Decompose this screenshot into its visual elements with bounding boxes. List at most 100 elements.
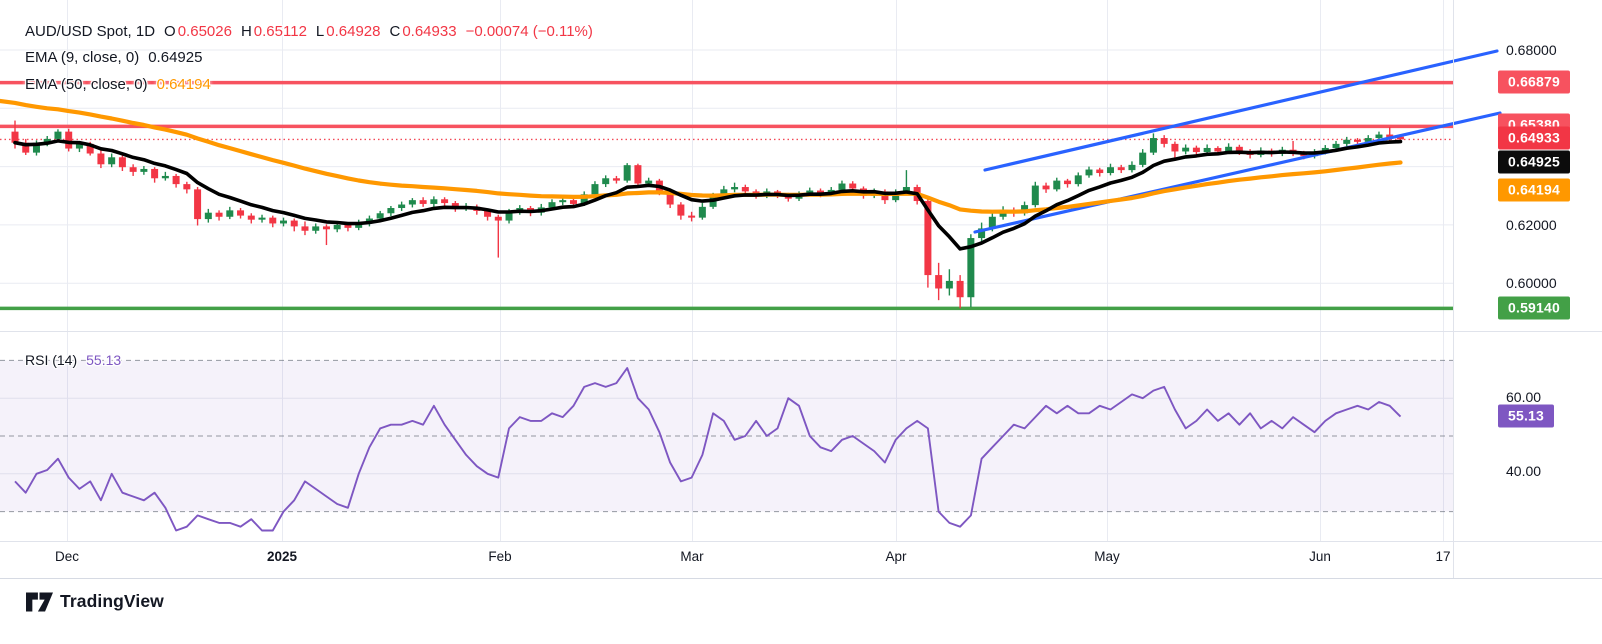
candle-body [183,184,191,190]
candle-body [54,131,62,139]
candle-body [1053,180,1061,190]
time-axis-label: May [1094,549,1120,564]
rsi-line[interactable] [14,367,1402,532]
candle-body [161,175,169,179]
candle [140,166,148,175]
trendline[interactable] [973,111,1502,234]
candle-body [1149,138,1157,153]
candle-body [731,187,739,190]
rsi-pane [0,359,1453,532]
symbol-legend-row[interactable]: AUD/USD Spot, 1D O 0.65026 H 0.65112 L 0.64928… [25,22,593,41]
candle-body [1074,175,1082,185]
candle-body [75,143,83,149]
candle [956,275,964,309]
candle [1053,177,1061,192]
symbol-title[interactable]: AUD/USD Spot, 1D [25,23,156,40]
candle-body [22,142,30,153]
candle [194,187,202,226]
candle [430,196,438,207]
candle-body [97,153,105,165]
trendline[interactable] [983,49,1499,172]
ema9-line[interactable] [13,139,1403,251]
candle [1182,144,1190,155]
candle-body [32,142,40,153]
candle [301,221,309,236]
candlestick-series[interactable] [11,120,1404,309]
candle-body [945,280,953,289]
ema50-label: EMA (50, close, 0) [25,76,148,93]
candle-body [1214,147,1222,152]
candle-body [322,226,330,230]
candle [398,201,406,211]
candle-body [838,183,846,190]
candle [322,224,330,246]
candle-body [376,213,384,219]
candle [688,211,696,222]
candle-body [290,220,298,227]
candle [1031,181,1039,208]
candle [1139,149,1147,168]
candle-body [151,168,159,179]
rsi-value: 55.13 [86,352,122,368]
candle-body [688,215,696,218]
tradingview-logo[interactable]: TradingView [26,591,164,612]
candle [945,269,953,296]
ema50-legend-row[interactable]: EMA (50, close, 0) 0.64194 [25,75,211,94]
ema50-value: 0.64194 [156,76,211,93]
candle [258,214,266,223]
candle [924,198,932,288]
candle-body [269,217,277,224]
candle-body [333,224,341,230]
candle [1343,136,1351,147]
candle [1096,167,1104,177]
candle-body [387,208,395,214]
candle [129,164,137,176]
price-line-badge[interactable]: 0.59140 [1498,296,1571,320]
change-value: −0.00074 (−0.11%) [465,23,593,40]
candle [237,208,245,219]
ema50-line[interactable] [0,98,1403,214]
candle-body [956,280,964,298]
candle-body [11,131,19,143]
candle [935,262,943,301]
candle-body [1031,185,1039,206]
price-line-badge[interactable]: 0.66879 [1498,70,1571,94]
candle [978,222,986,244]
candle [280,217,287,227]
candle-body [1182,147,1190,152]
candle-body [65,131,73,149]
rsi-legend-row[interactable]: RSI (14) 55.13 [25,351,121,370]
candle [634,163,642,187]
candle [612,175,620,184]
candle [118,154,126,171]
candle-body [1375,134,1383,139]
candle [290,218,298,232]
candle-body [849,183,857,189]
ema9-legend-row[interactable]: EMA (9, close, 0) 0.64925 [25,48,202,67]
candle-body [1139,152,1147,165]
candle-body [344,224,352,228]
candle-body [1396,136,1404,140]
price-axis-label: 0.60000 [1506,275,1557,291]
candle [65,128,73,152]
candle [22,138,30,155]
candle-body [602,178,610,185]
candle [387,205,395,217]
candle-body [1235,146,1243,152]
candle-body [441,199,449,204]
candle-body [1225,146,1233,152]
gridlines [0,0,1453,541]
time-axis-label: Mar [680,549,704,564]
candle-body [1332,143,1340,148]
candle-body [430,199,438,204]
candle [1128,161,1136,173]
time-axis-label: Jun [1309,549,1331,564]
candle [108,153,116,168]
candle-body [1354,139,1361,142]
candle [677,202,685,220]
ema9-value: 0.64925 [148,49,203,66]
candle [1117,164,1125,174]
rsi-label: RSI (14) [25,352,78,368]
